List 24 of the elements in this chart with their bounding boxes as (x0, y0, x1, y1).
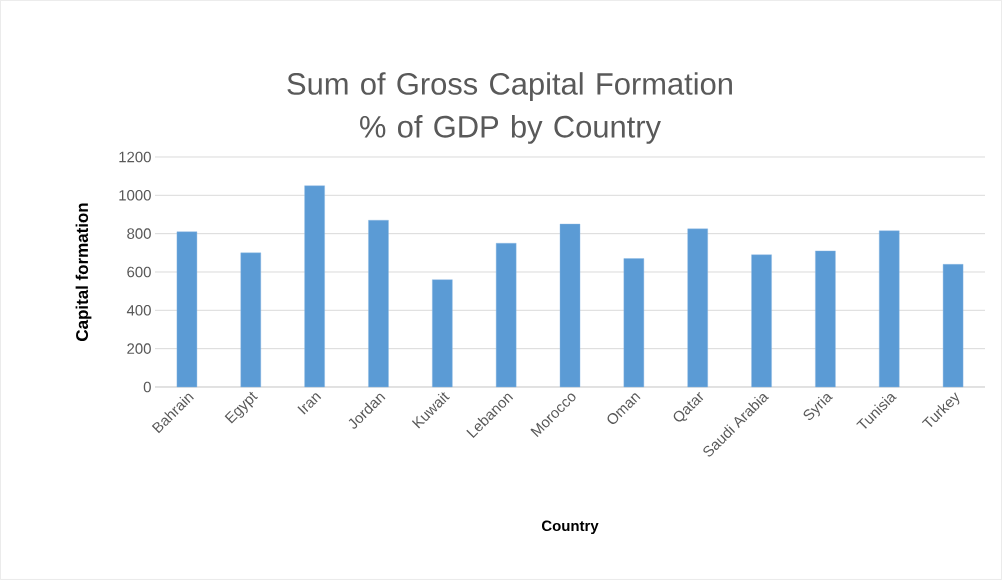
y-tick-label: 400 (126, 305, 151, 316)
y-axis-title: Capital formation (75, 203, 92, 341)
y-tick-label: 600 (127, 266, 151, 278)
x-axis-title: Country (541, 520, 599, 535)
bar (176, 231, 198, 388)
bar (304, 185, 325, 388)
bar (815, 250, 836, 388)
bar (623, 258, 645, 388)
x-tick-label: Iran (297, 393, 322, 415)
y-tick-label: 1000 (119, 190, 151, 201)
y-tick-label: 800 (127, 228, 151, 239)
bar (432, 279, 453, 388)
y-tick-label: 0 (143, 381, 151, 393)
bar (368, 220, 389, 388)
bar (751, 254, 772, 388)
bar (495, 243, 517, 388)
bar (879, 230, 900, 388)
bar (240, 252, 261, 388)
bar (942, 264, 964, 388)
bar (687, 228, 708, 388)
chart-title: Sum of Gross Capital Formation % of GDP by Country (287, 72, 732, 144)
y-tick-label: 1200 (119, 151, 151, 163)
y-tick-label: 200 (127, 343, 151, 354)
bar (559, 223, 581, 388)
